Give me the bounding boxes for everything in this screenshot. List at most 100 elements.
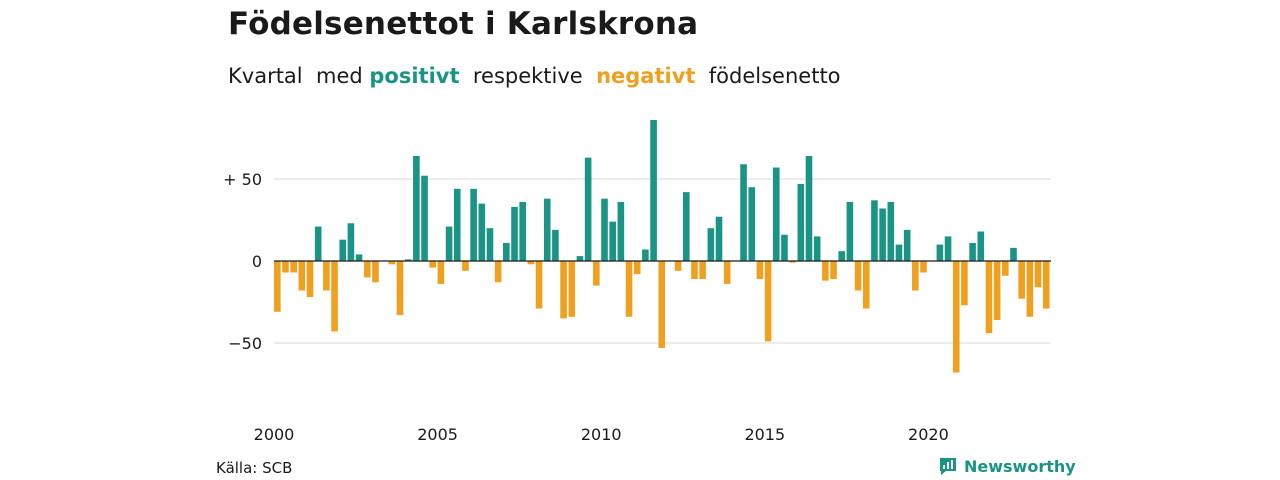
subtitle-text-3: födelsenetto — [695, 64, 841, 88]
bar-positive — [748, 187, 756, 261]
bar-positive — [683, 192, 690, 261]
bar-negative — [462, 261, 469, 271]
bar-positive — [339, 239, 347, 261]
bar-negative — [674, 261, 682, 271]
bar-negative — [633, 261, 641, 275]
bar-negative — [290, 261, 297, 273]
bar-positive — [944, 236, 952, 261]
bar-positive — [543, 198, 551, 261]
subtitle-negative-word: negativt — [596, 64, 696, 88]
bar-positive — [470, 188, 477, 261]
bar-positive — [609, 221, 616, 261]
bar-positive — [903, 229, 911, 261]
bar-negative — [593, 261, 600, 286]
bar-positive — [413, 156, 420, 261]
bar-negative — [560, 261, 567, 319]
bar-negative — [764, 261, 772, 342]
subtitle-text-2: respektive — [459, 64, 597, 88]
bar-positive — [421, 175, 428, 261]
bar-positive — [347, 223, 355, 261]
newsworthy-logo-icon — [940, 458, 956, 475]
bar-positive — [486, 228, 494, 261]
bar-positive — [838, 251, 846, 261]
bar-positive — [445, 226, 453, 261]
bar-positive — [715, 216, 723, 261]
bar-negative — [306, 261, 314, 298]
bar-positive — [772, 167, 780, 261]
bar-negative — [854, 261, 862, 291]
bar-positive — [969, 242, 976, 261]
bar-negative — [323, 261, 330, 291]
bar-negative — [658, 261, 666, 348]
bar-positive — [813, 236, 821, 261]
bar-positive — [355, 254, 363, 261]
bar-positive — [642, 249, 649, 261]
bar-positive — [576, 256, 584, 261]
bar-negative — [912, 261, 919, 291]
subtitle-positive-word: positivt — [369, 64, 460, 88]
bar-positive — [650, 119, 657, 262]
bar-negative — [1042, 261, 1050, 309]
bar-negative — [1034, 261, 1042, 288]
chart-subtitle: Kvartal med positivt respektive negativt… — [228, 64, 841, 88]
x-tick-label: 2020 — [908, 425, 949, 444]
bar-negative — [331, 261, 338, 332]
bar-negative — [429, 261, 437, 268]
bar-negative — [789, 261, 796, 263]
bar-positive — [601, 198, 608, 261]
bar-negative — [952, 261, 960, 373]
bar-negative — [985, 261, 993, 334]
bar-negative — [396, 261, 404, 316]
bar-negative — [691, 261, 698, 280]
bar-negative — [282, 261, 289, 273]
bar-positive — [871, 200, 878, 261]
bar-positive — [503, 242, 510, 261]
bar-negative — [993, 261, 1001, 321]
bar-positive — [846, 201, 854, 261]
bar-positive — [478, 203, 486, 261]
bar-positive — [879, 208, 886, 261]
bar-positive — [707, 228, 715, 261]
bar-positive — [453, 188, 461, 261]
bar-negative — [756, 261, 764, 280]
bar-positive — [584, 157, 592, 261]
bar-negative — [1026, 261, 1034, 317]
bar-negative — [961, 261, 968, 306]
bar-negative — [363, 261, 371, 278]
bar-positive — [895, 244, 903, 261]
bar-positive — [404, 259, 412, 261]
bar-positive — [314, 226, 322, 261]
bar-positive — [552, 229, 559, 261]
y-tick-label: −50 — [228, 334, 262, 353]
bar-negative — [723, 261, 731, 284]
bar-negative — [388, 261, 396, 265]
bar-negative — [920, 261, 927, 273]
bar-positive — [887, 201, 895, 261]
y-tick-label: 0 — [252, 252, 262, 271]
x-tick-label: 2010 — [581, 425, 622, 444]
source-note: Källa: SCB — [216, 459, 293, 477]
bar-negative — [699, 261, 706, 280]
bar-positive — [519, 201, 526, 261]
bar-positive — [977, 231, 985, 261]
bar-negative — [535, 261, 543, 309]
bar-positive — [805, 156, 813, 261]
bar-negative — [372, 261, 379, 283]
bar-negative — [1002, 261, 1009, 276]
bar-negative — [830, 261, 837, 280]
brand-name: Newsworthy — [964, 456, 1076, 476]
bar-negative — [298, 261, 306, 291]
bar-positive — [936, 244, 944, 261]
bar-positive — [781, 234, 788, 261]
subtitle-text-1: Kvartal med — [228, 64, 370, 88]
bar-positive — [617, 201, 625, 261]
chart-title: Födelsenettot i Karlskrona — [228, 6, 699, 42]
x-tick-label: 2005 — [417, 425, 458, 444]
bar-negative — [1018, 261, 1025, 299]
x-tick-label: 2015 — [744, 425, 785, 444]
bar-negative — [822, 261, 829, 281]
x-tick-label: 2000 — [254, 425, 295, 444]
bar-negative — [862, 261, 870, 309]
brand-logo: Newsworthy — [938, 456, 1076, 476]
